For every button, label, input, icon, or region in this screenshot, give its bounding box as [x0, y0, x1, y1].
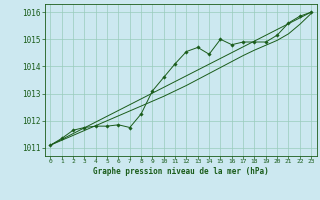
X-axis label: Graphe pression niveau de la mer (hPa): Graphe pression niveau de la mer (hPa) — [93, 167, 269, 176]
